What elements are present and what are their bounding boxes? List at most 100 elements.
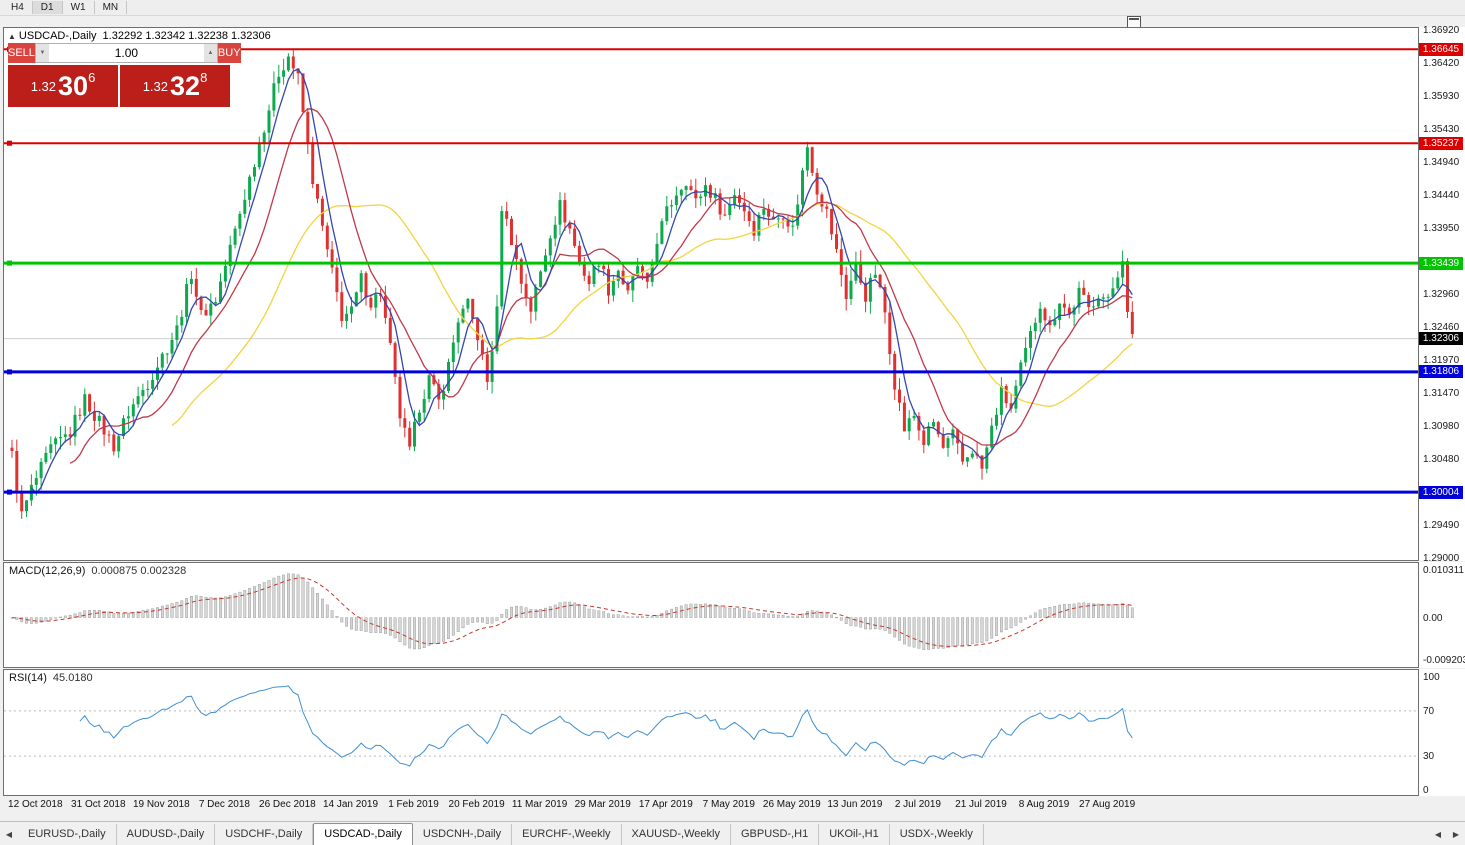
level-price-badge: 1.30004	[1419, 485, 1463, 499]
date-label: 7 May 2019	[702, 799, 755, 810]
timeframe-button-d1[interactable]: D1	[32, 1, 63, 14]
macd-tick-label: 0.010311	[1423, 565, 1464, 576]
price-tick-label: 1.30980	[1423, 421, 1460, 432]
chart-tabs: EURUSD-,Daily AUDUSD-,Daily USDCHF-,Daily U…	[18, 822, 1429, 845]
chart-tab-xauusd-weekly[interactable]: XAUUSD-,Weekly	[622, 824, 731, 845]
candlestick-chart[interactable]	[4, 28, 1418, 560]
chart-tab-eurusd-daily[interactable]: EURUSD-,Daily	[18, 824, 117, 845]
level-price-badge: 1.33439	[1419, 256, 1463, 270]
macd-label: MACD(12,26,9) 0.000875 0.002328	[9, 565, 186, 577]
date-label: 14 Jan 2019	[322, 799, 379, 810]
price-tick-label: 1.36920	[1423, 25, 1460, 36]
price-tick-label: 1.34440	[1423, 190, 1460, 201]
chart-tab-eurchf-weekly[interactable]: EURCHF-,Weekly	[512, 824, 622, 845]
timeframe-button-h4[interactable]: H4	[3, 1, 33, 14]
sell-button[interactable]: SELL	[8, 43, 35, 63]
date-label: 27 Aug 2019	[1079, 799, 1136, 810]
rsi-value: 45.0180	[52, 672, 93, 684]
macd-axis: 0.010311 0.00 -0.0092030	[1419, 562, 1465, 668]
chart-tab-gbpusd-h1[interactable]: GBPUSD-,H1	[731, 824, 820, 845]
price-tick-label: 1.30480	[1423, 454, 1460, 465]
chart-tab-bar: ◀ EURUSD-,Daily AUDUSD-,Daily USDCHF-,Dail…	[0, 821, 1465, 845]
tabs-scroll-right-icon[interactable]: ▶	[1452, 830, 1460, 839]
date-label: 31 Oct 2018	[71, 799, 126, 810]
timeframe-toolbar: H4 D1 W1 MN	[0, 0, 1465, 16]
date-label: 26 Dec 2018	[259, 799, 316, 810]
price-chart-pane[interactable]: ▲ USDCAD-,Daily 1.32292 1.32342 1.32238 1.…	[3, 27, 1419, 561]
price-tick-label: 1.31470	[1423, 388, 1460, 399]
date-label: 11 Mar 2019	[511, 799, 568, 810]
chart-ohlc-values: 1.32292 1.32342 1.32238 1.32306	[102, 30, 271, 42]
current-price-badge: 1.32306	[1419, 332, 1463, 346]
rsi-label: RSI(14) 45.0180	[9, 672, 93, 684]
level-price-badge: 1.36645	[1419, 42, 1463, 56]
sell-price-big-digits: 30	[58, 70, 89, 101]
macd-tick-label: -0.0092030	[1423, 655, 1465, 666]
macd-indicator-pane[interactable]: MACD(12,26,9) 0.000875 0.002328	[3, 562, 1419, 668]
date-label: 20 Feb 2019	[448, 799, 505, 810]
price-tick-label: 1.36420	[1423, 58, 1460, 69]
timeframe-button-w1[interactable]: W1	[63, 1, 95, 14]
chart-tab-usdcad-daily[interactable]: USDCAD-,Daily	[313, 823, 413, 845]
level-price-badge: 1.35237	[1419, 136, 1463, 150]
chart-title: ▲ USDCAD-,Daily 1.32292 1.32342 1.32238 1.…	[8, 30, 271, 42]
macd-name: MACD(12,26,9)	[9, 565, 86, 577]
volume-control: ▼ ▲	[34, 43, 218, 63]
rsi-tick-label: 70	[1423, 705, 1435, 717]
price-tick-label: 1.34940	[1423, 157, 1460, 168]
rsi-tick-label: 0	[1423, 785, 1429, 796]
date-label: 8 Aug 2019	[1018, 799, 1070, 810]
chart-symbol-label: USDCAD-,Daily	[18, 30, 97, 42]
buy-price-button[interactable]: 1.32 32 8	[120, 65, 230, 107]
macd-tick-label: 0.00	[1423, 612, 1443, 624]
price-tick-label: 1.32960	[1423, 289, 1460, 300]
date-label: 7 Dec 2018	[198, 799, 250, 810]
date-label: 13 Jun 2019	[827, 799, 883, 810]
tabs-scroll-left-icon[interactable]: ◀	[5, 830, 13, 839]
sell-price-button[interactable]: 1.32 30 6	[8, 65, 118, 107]
chart-tab-usdcnh-daily[interactable]: USDCNH-,Daily	[413, 824, 513, 845]
price-tick-label: 1.33950	[1423, 223, 1460, 234]
buy-price-pipette: 8	[200, 70, 208, 85]
date-label: 29 Mar 2019	[574, 799, 631, 810]
buy-button[interactable]: BUY	[217, 43, 241, 63]
date-axis[interactable]: 12 Oct 2018 31 Oct 2018 19 Nov 2018 7 Dec 2…	[3, 797, 1419, 814]
one-click-collapse-icon[interactable]: ▲	[8, 32, 16, 41]
sell-price-pipette: 6	[88, 70, 96, 85]
tabs-scroll-left-end-icon[interactable]: ◀	[1434, 830, 1442, 839]
level-price-badge: 1.31806	[1419, 365, 1463, 379]
volume-increase-icon[interactable]: ▲	[203, 44, 217, 62]
price-tick-label: 1.29000	[1423, 553, 1460, 564]
rsi-tick-label: 30	[1423, 751, 1435, 763]
price-axis[interactable]: 1.36920 1.36420 1.35930 1.35430 1.34940 1.344…	[1419, 25, 1465, 564]
date-label: 12 Oct 2018	[8, 799, 63, 810]
date-label: 17 Apr 2019	[638, 799, 693, 810]
one-click-trade-panel: SELL ▼ ▲ BUY 1.32 30 6 1.32 32 8	[8, 43, 241, 107]
timeframe-button-mn[interactable]: MN	[95, 1, 128, 14]
chart-tab-ukoil-h1[interactable]: UKOil-,H1	[819, 824, 890, 845]
price-tick-label: 1.32460	[1423, 322, 1460, 333]
macd-chart[interactable]	[4, 563, 1418, 667]
date-label: 21 Jul 2019	[955, 799, 1007, 810]
date-label: 2 Jul 2019	[894, 799, 941, 810]
chart-tab-audusd-daily[interactable]: AUDUSD-,Daily	[117, 824, 216, 845]
sell-price-prefix: 1.32	[30, 78, 57, 94]
price-tick-label: 1.31970	[1423, 355, 1460, 366]
buy-price-big-digits: 32	[170, 70, 201, 101]
rsi-name: RSI(14)	[9, 672, 47, 684]
buy-price-prefix: 1.32	[142, 78, 169, 94]
volume-decrease-icon[interactable]: ▼	[35, 44, 49, 62]
rsi-axis: 100 70 30 0	[1419, 669, 1465, 796]
chart-tab-usdx-weekly[interactable]: USDX-,Weekly	[890, 824, 984, 845]
date-label: 1 Feb 2019	[388, 799, 439, 810]
rsi-tick-label: 100	[1423, 672, 1440, 683]
volume-input[interactable]	[48, 44, 204, 62]
price-tick-label: 1.35430	[1423, 124, 1460, 135]
rsi-indicator-pane[interactable]: RSI(14) 45.0180	[3, 669, 1419, 796]
chart-tab-usdchf-daily[interactable]: USDCHF-,Daily	[215, 824, 314, 845]
macd-values: 0.000875 0.002328	[91, 565, 187, 577]
date-label: 19 Nov 2018	[132, 799, 190, 810]
rsi-chart[interactable]	[4, 670, 1418, 795]
date-label: 26 May 2019	[762, 799, 821, 810]
